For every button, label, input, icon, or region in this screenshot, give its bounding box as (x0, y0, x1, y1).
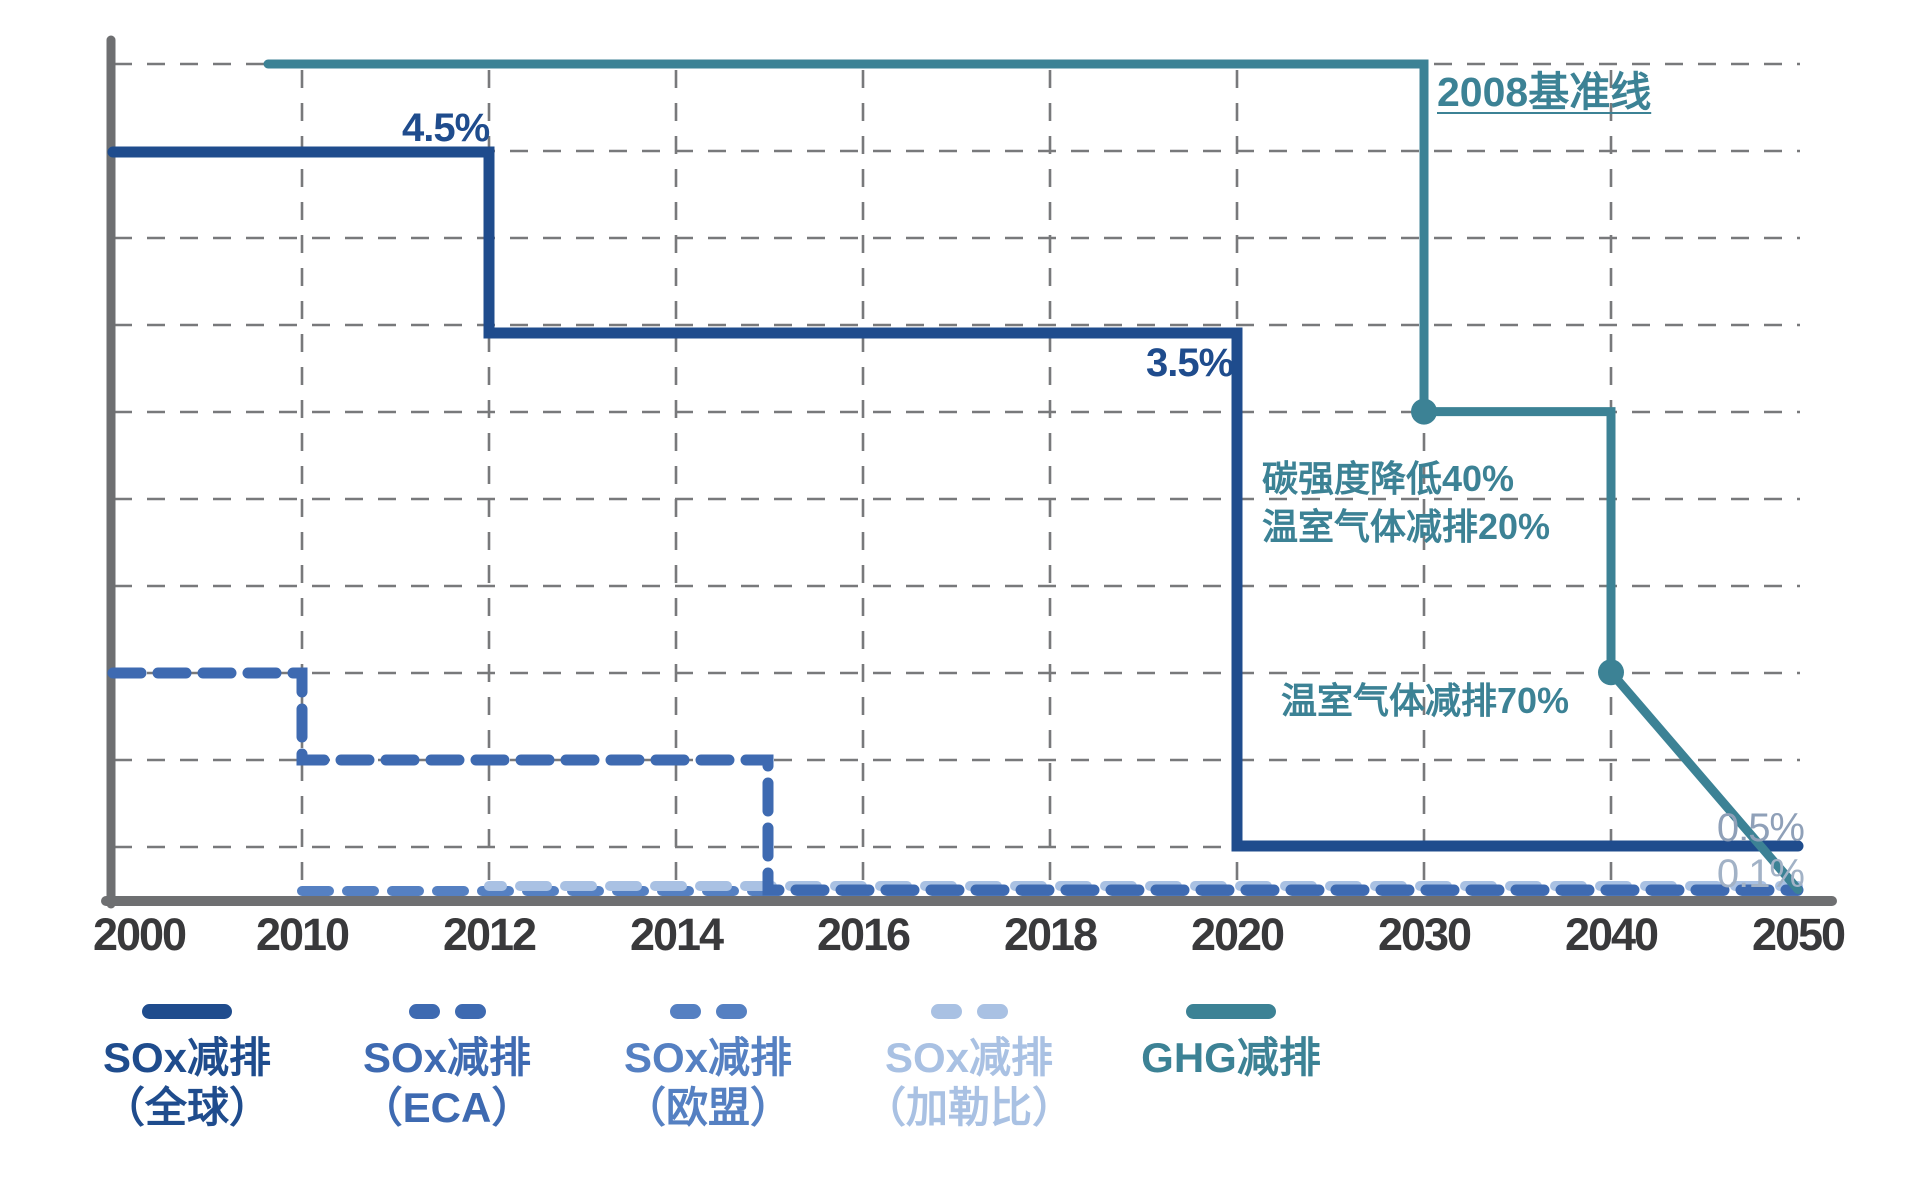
legend-swatch-solid (1186, 1004, 1276, 1019)
legend-label: （全球） (102, 1084, 271, 1131)
series-marker-ghg (1598, 659, 1624, 686)
x-tick-label-2018: 2018 (1003, 909, 1098, 960)
x-tick-label-2050: 2050 (1751, 909, 1846, 960)
annotation-eca-0-1-percent: 0.1% (1716, 852, 1805, 896)
annotation-2008-baseline: 2008基准线 (1437, 69, 1652, 115)
x-tick-label-2010: 2010 (255, 909, 350, 960)
annotation-ghg-reduction-20: 温室气体减排20% (1262, 506, 1551, 547)
x-tick-label-2012: 2012 (442, 909, 537, 960)
series-line-ghg (263, 59, 1803, 895)
x-tick-label-2014: 2014 (629, 909, 724, 960)
annotation-global-0-5-percent: 0.5% (1716, 806, 1805, 850)
legend-label: （ECA） (360, 1084, 534, 1131)
series-line-sox-eca (107, 667, 1804, 896)
legend-swatch-solid (142, 1004, 232, 1019)
legend-label: （加勒比） (863, 1084, 1074, 1131)
annotation-ghg-reduction-70: 温室气体减排70% (1281, 680, 1570, 721)
annotation-carbon-intensity-40: 碳强度降低40% (1262, 458, 1515, 499)
legend-label: （欧盟） (623, 1084, 792, 1131)
x-tick-label-2030: 2030 (1377, 909, 1472, 960)
legend-item-sox-global: SOx减排 （全球） (51, 1000, 323, 1133)
legend-swatch-dashed (930, 1004, 1008, 1019)
legend-label: GHG减排 (1141, 1034, 1321, 1081)
series-marker-ghg (1411, 398, 1437, 425)
series-line-sox-global (107, 146, 1804, 852)
legend-label: SOx减排 (102, 1034, 272, 1081)
legend-item-sox-caribbean: SOx减排 （加勒比） (833, 1000, 1105, 1133)
annotation-global-3-5-percent: 3.5% (1146, 341, 1234, 385)
legend-label: SOx减排 (884, 1034, 1054, 1081)
legend-item-sox-eca: SOx减排 （ECA） (311, 1000, 583, 1133)
legend-swatch-dashed (408, 1004, 486, 1019)
x-tick-label-2000: 2000 (92, 909, 187, 960)
legend-swatch-dashed (669, 1004, 747, 1019)
x-tick-label-2040: 2040 (1564, 909, 1659, 960)
x-tick-label-2020: 2020 (1190, 909, 1285, 960)
legend-label: SOx减排 (623, 1034, 793, 1081)
legend-item-ghg: GHG减排 (1095, 1000, 1367, 1083)
legend-item-sox-eu: SOx减排 （欧盟） (572, 1000, 844, 1133)
x-tick-label-2016: 2016 (816, 909, 911, 960)
legend-label: SOx减排 (362, 1034, 532, 1081)
annotation-global-4-5-percent: 4.5% (402, 106, 490, 150)
